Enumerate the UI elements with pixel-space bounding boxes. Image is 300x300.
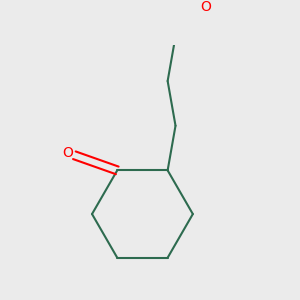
Text: O: O <box>200 0 211 14</box>
Text: O: O <box>63 146 74 160</box>
